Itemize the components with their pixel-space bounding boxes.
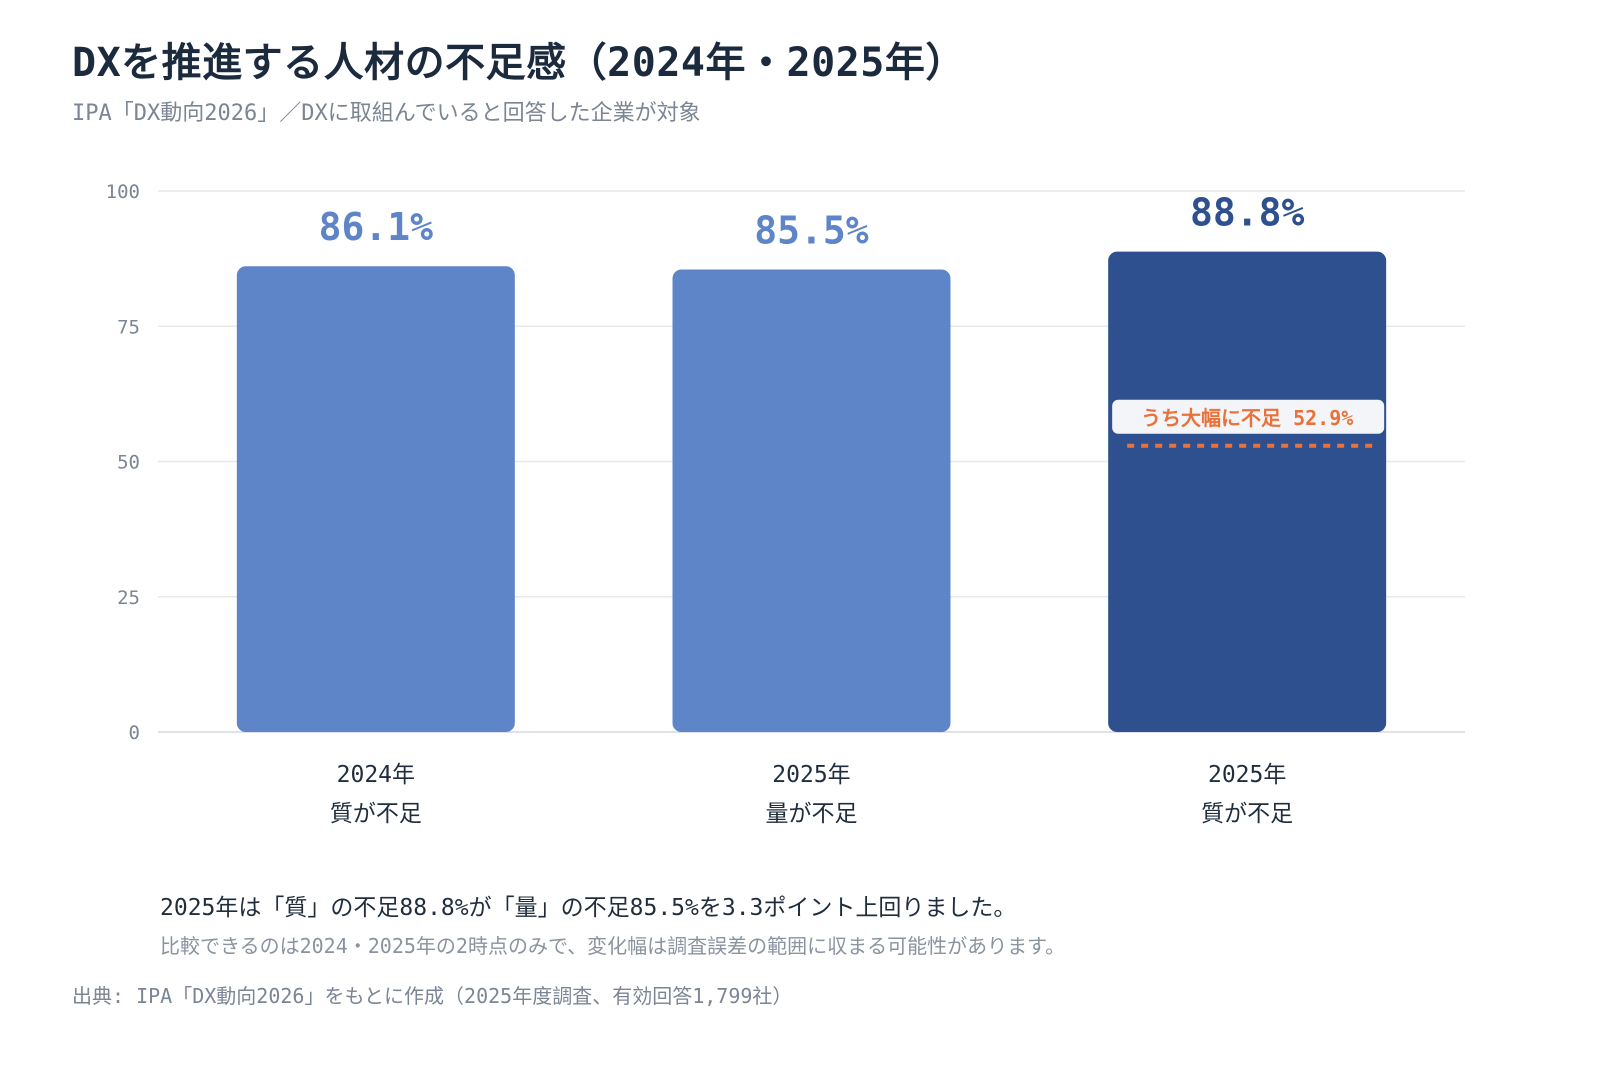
y-tick-label: 50 xyxy=(117,452,140,474)
chart-title: DXを推進する人材の不足感（2024年・2025年） xyxy=(72,40,966,86)
x-tick-year: 2025年 xyxy=(772,762,850,788)
value-label: 88.8% xyxy=(1190,191,1305,235)
x-tick-label: 量が不足 xyxy=(766,801,858,827)
y-tick-label: 25 xyxy=(117,587,140,609)
note-sub: 比較できるのは2024・2025年の2時点のみで、変化幅は調査誤差の範囲に収まる… xyxy=(160,934,1066,958)
x-tick-year: 2024年 xyxy=(337,762,415,788)
bar xyxy=(236,266,515,732)
annotation: うち大幅に不足 52.9% xyxy=(1112,399,1385,448)
x-tick-year: 2025年 xyxy=(1208,762,1286,788)
bars xyxy=(236,251,1387,733)
y-tick-label: 0 xyxy=(129,722,140,744)
x-tick-label: 質が不足 xyxy=(330,801,422,827)
annotation-box xyxy=(1112,399,1385,434)
x-tick-label: 質が不足 xyxy=(1201,801,1293,827)
y-tick-label: 75 xyxy=(117,316,140,338)
bar xyxy=(672,269,951,732)
value-labels: 86.1% 85.5% 88.8% xyxy=(319,191,1305,253)
value-label: 85.5% xyxy=(754,208,869,252)
chart-subtitle: IPA「DX動向2026」／DXに取組んでいると回答した企業が対象 xyxy=(72,101,701,126)
bar xyxy=(1108,251,1387,733)
source-note: 出典: IPA「DX動向2026」をもとに作成（2025年度調査、有効回答1,7… xyxy=(72,984,793,1008)
note-main: 2025年は「質」の不足88.8%が「量」の不足85.5%を3.3ポイント上回り… xyxy=(160,895,1017,921)
value-label: 86.1% xyxy=(319,205,434,249)
y-tick-label: 100 xyxy=(106,181,140,203)
annotation-label: うち大幅に不足 52.9% xyxy=(1141,406,1353,430)
y-axis-ticks: 0 25 50 75 100 xyxy=(106,181,140,744)
